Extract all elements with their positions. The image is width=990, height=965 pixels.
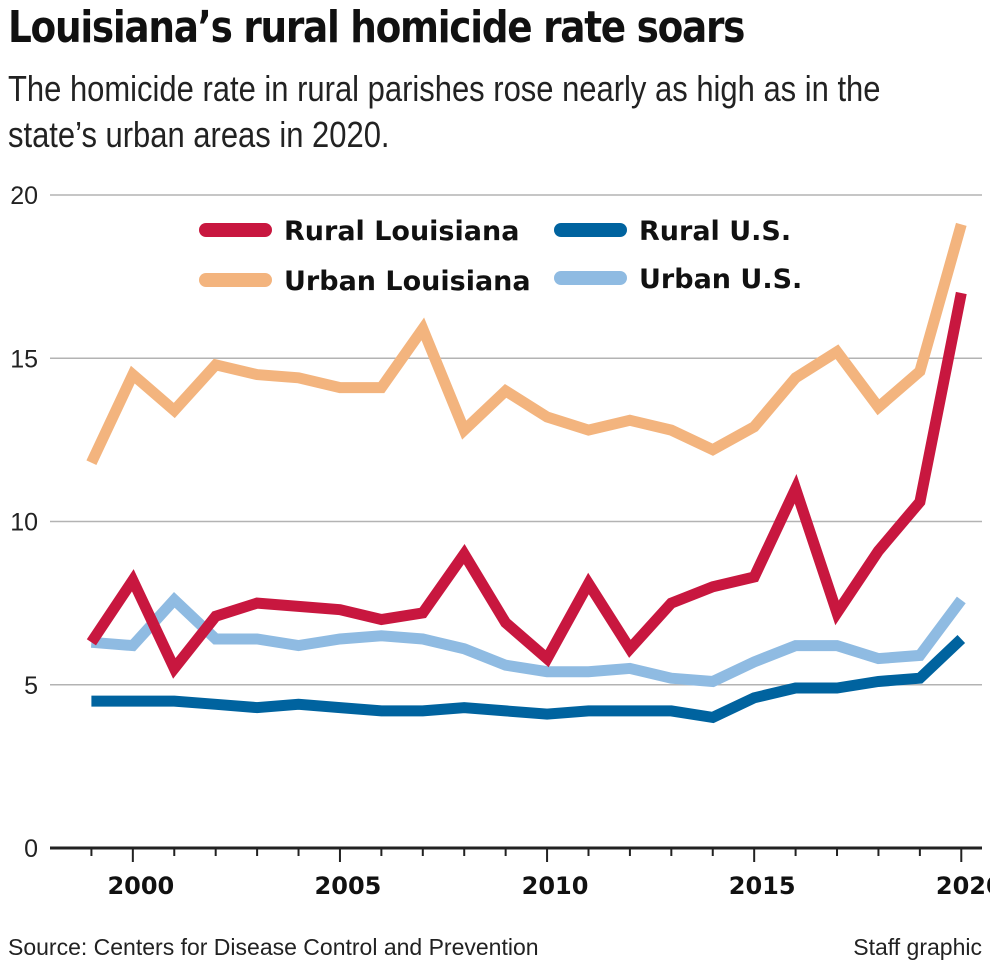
x-tick-label: 2015 [729,872,796,900]
series-line-rural-u-s [91,635,966,724]
series-line-rural-louisiana [86,291,967,679]
legend-label-rural-u-s: Rural U.S. [639,216,791,247]
y-tick-label: 0 [24,835,38,863]
legend-label-urban-u-s: Urban U.S. [639,264,802,295]
y-tick-label: 10 [10,509,38,537]
x-tick-label: 2010 [522,872,589,900]
series-line-urban-u-s [90,592,966,688]
series-lines [86,222,967,724]
legend-label-urban-louisiana: Urban Louisiana [284,266,531,297]
legend: Rural Louisiana Urban Louisiana Rural U.S.… [199,216,802,297]
line-chart: 0 5 10 15 20 2000 2005 2010 2015 2020 Rural Louis… [10,182,990,900]
chart-title: Louisiana’s rural homicide rate soars [8,2,745,53]
axes: 0 5 10 15 20 2000 2005 2010 2015 2020 [10,182,990,900]
chart-subtitle: The homicide rate in rural parishes rose… [8,68,881,155]
legend-label-rural-louisiana: Rural Louisiana [284,216,519,247]
series-line-urban-louisiana [86,222,967,466]
y-tick-label: 15 [10,345,38,373]
y-tick-label: 5 [24,672,38,700]
source-note: Source: Centers for Disease Control and … [8,934,539,960]
x-tick-label: 2000 [107,872,174,900]
x-tick-label: 2020 [936,872,990,900]
x-tick-label: 2005 [315,872,382,900]
credit-note: Staff graphic [853,934,982,960]
y-tick-label: 20 [10,182,38,210]
